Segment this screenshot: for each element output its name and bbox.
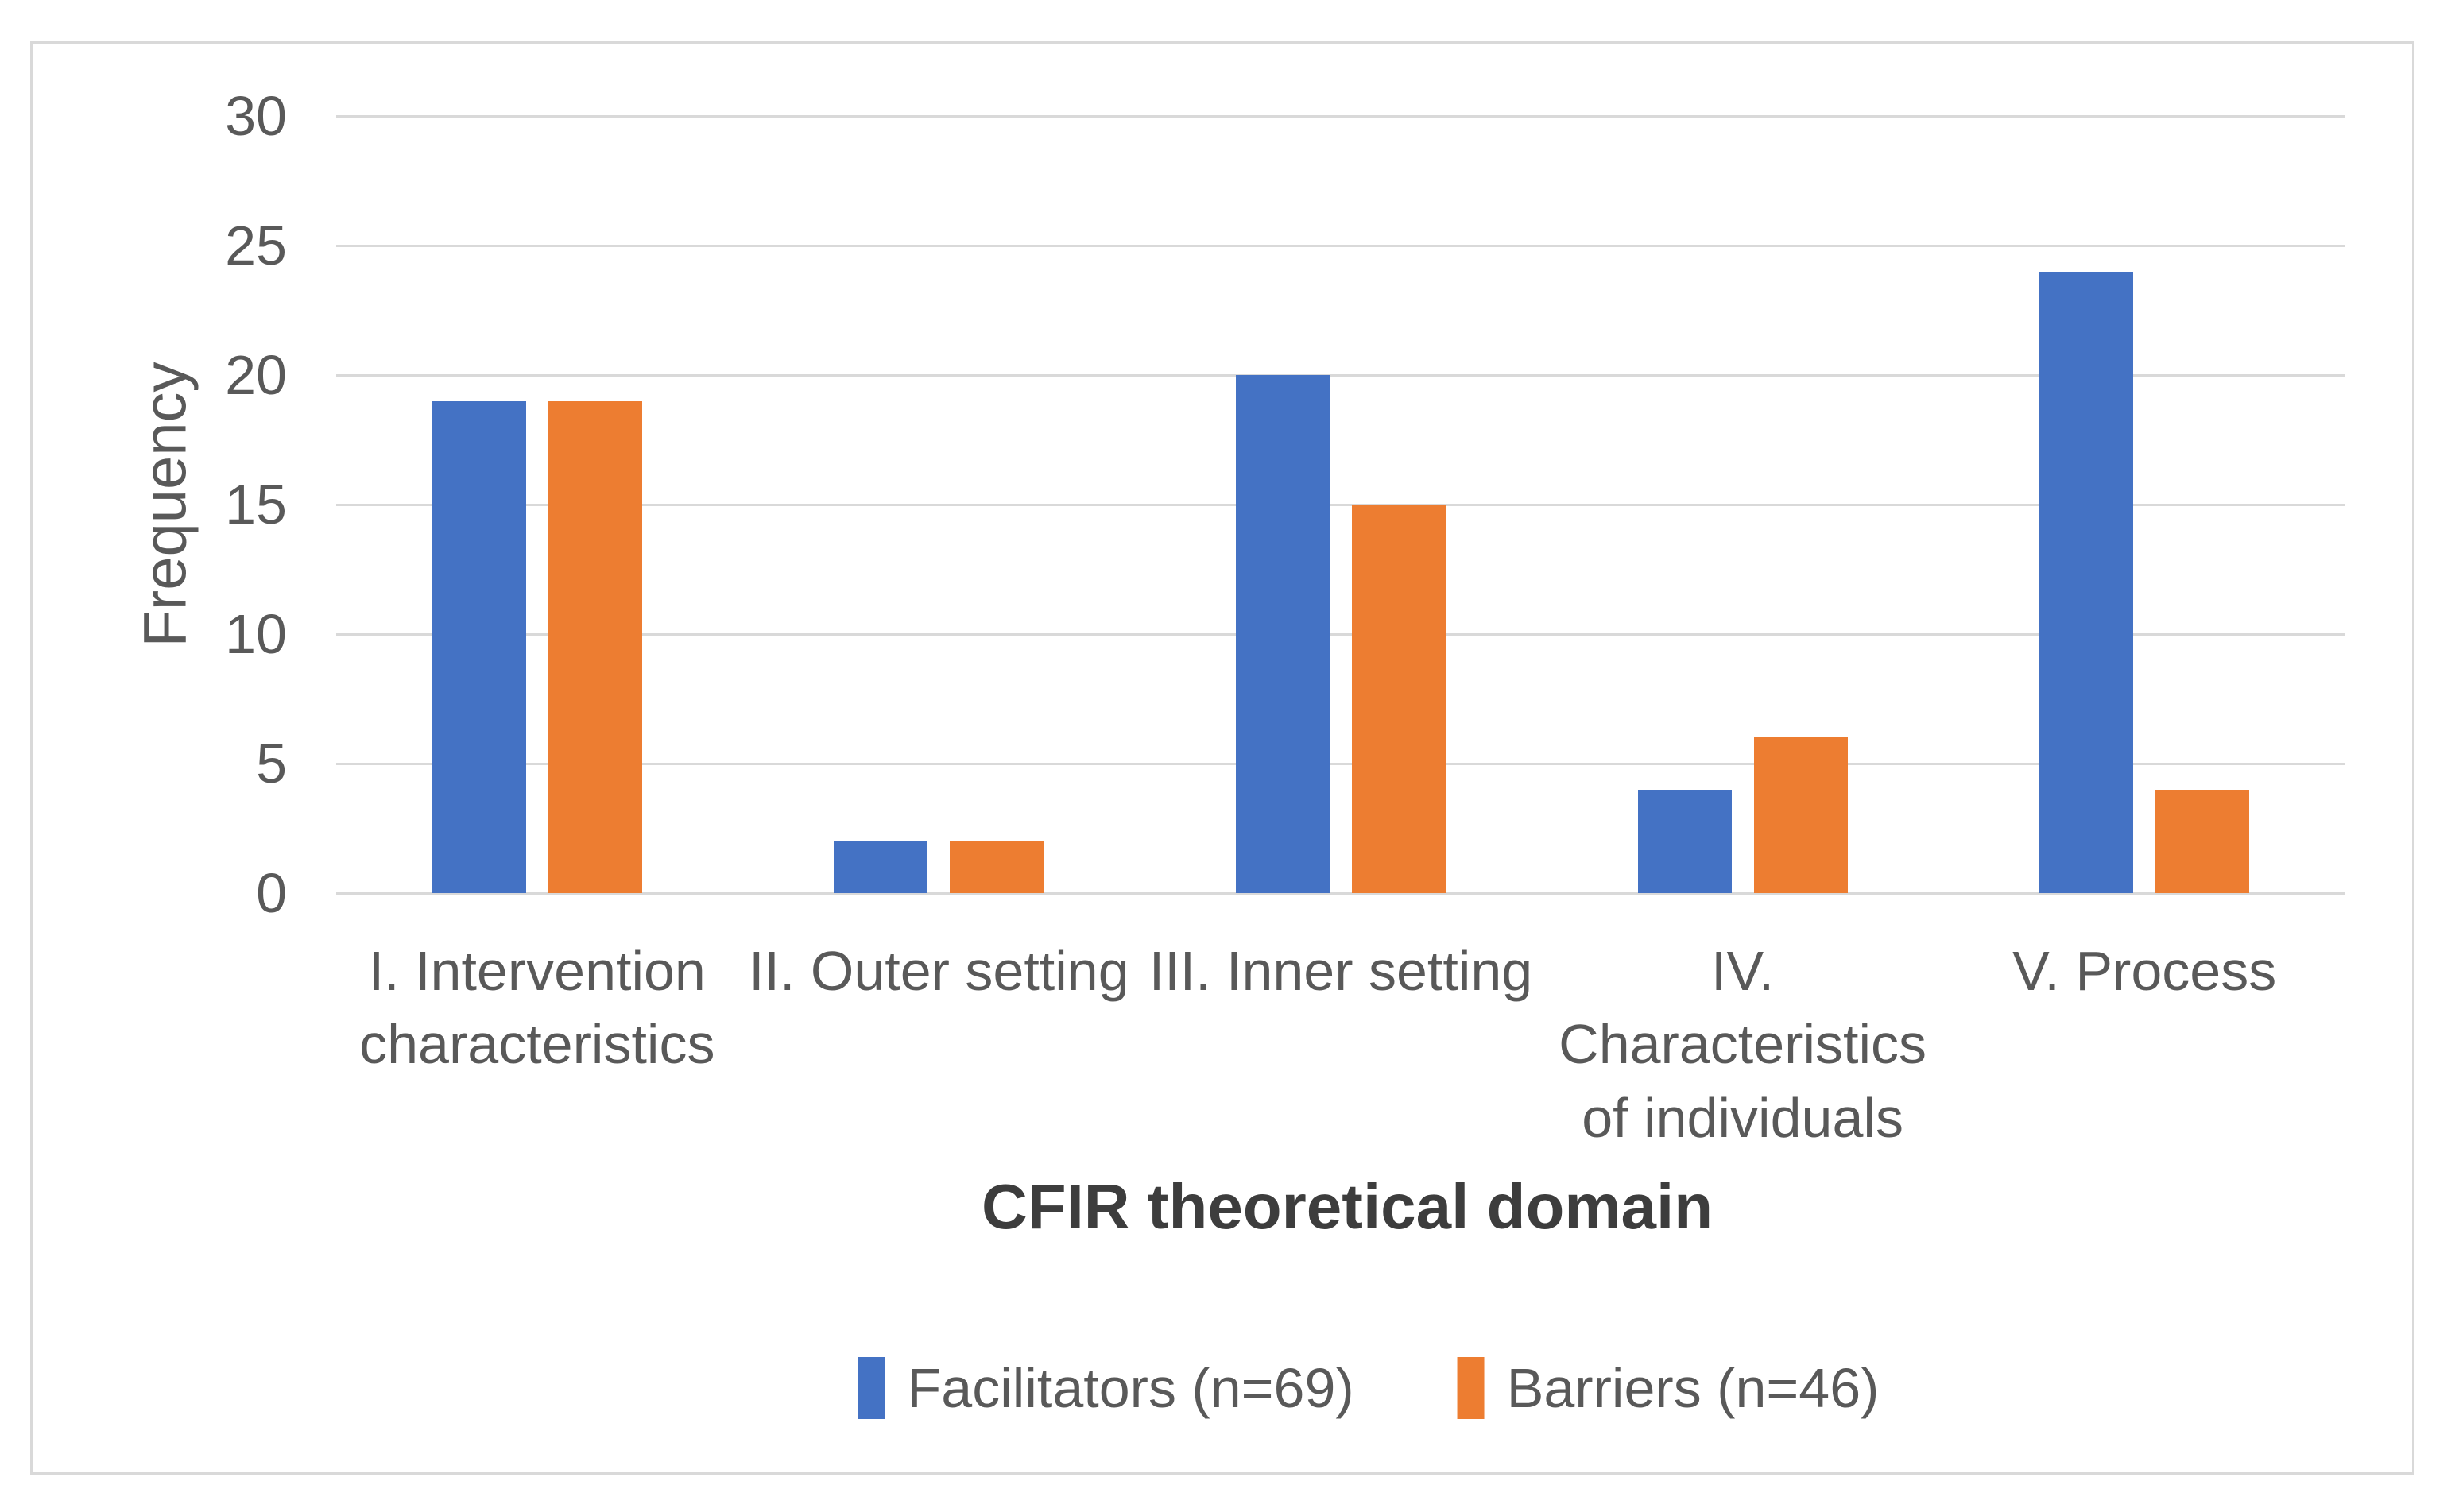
y-tick-label-0: 0 (256, 862, 287, 924)
x-category-label-3: III. Inner setting (1148, 940, 1533, 1002)
bar-series2-cat2 (950, 841, 1044, 893)
chart-panel: 0 5 10 15 20 25 30 I. Intervention characteris… (30, 41, 2414, 1475)
bar-series2-cat3 (1352, 505, 1446, 893)
y-axis-title: Frequency (131, 362, 199, 648)
x-axis-title: CFIR theoretical domain (981, 1171, 1714, 1242)
legend-swatch-1 (858, 1357, 885, 1419)
bar-series1-cat1 (432, 400, 526, 893)
y-tick-label-10: 10 (225, 603, 287, 665)
legend-item-1: Facilitators (n=69) (858, 1356, 1354, 1420)
bar-series1-cat4 (1637, 789, 1732, 893)
x-category-label-4: IV. Characteristics of individuals (1559, 940, 1927, 1149)
gridline-y-10 (336, 632, 2345, 636)
legend: Facilitators (n=69) Barriers (n=46) (858, 1356, 1880, 1420)
gridline-y-30 (336, 114, 2345, 118)
x-category-label-2: II. Outer setting (749, 940, 1129, 1002)
legend-item-2: Barriers (n=46) (1457, 1356, 1880, 1420)
bar-series1-cat3 (1236, 375, 1330, 893)
bar-series1-cat2 (834, 841, 928, 893)
gridline-y-5 (336, 762, 2345, 765)
gridline-y-15 (336, 503, 2345, 506)
gridline-y-25 (336, 244, 2345, 247)
gridline-y-0 (336, 891, 2345, 895)
x-category-label-1: I. Intervention characteristics (359, 940, 715, 1076)
bar-series2-cat5 (2155, 789, 2250, 893)
legend-label-2: Barriers (n=46) (1506, 1357, 1880, 1419)
y-tick-label-5: 5 (256, 733, 287, 795)
y-tick-label-15: 15 (225, 474, 287, 536)
bar-series1-cat5 (2039, 271, 2134, 893)
bar-series2-cat4 (1753, 737, 1848, 893)
gridline-y-20 (336, 373, 2345, 377)
legend-swatch-2 (1457, 1357, 1485, 1419)
y-tick-label-30: 30 (225, 85, 287, 147)
legend-label-1: Facilitators (n=69) (907, 1357, 1354, 1419)
bar-series2-cat1 (548, 400, 642, 893)
x-category-label-5: V. Process (2012, 940, 2277, 1002)
y-tick-label-20: 20 (225, 344, 287, 406)
y-tick-label-25: 25 (225, 215, 287, 276)
